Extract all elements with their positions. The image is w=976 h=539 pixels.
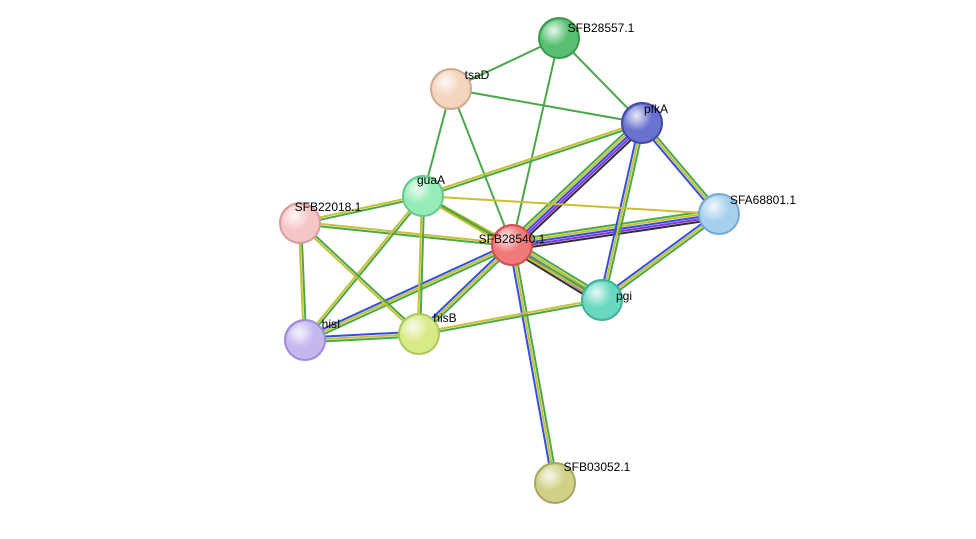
- node-highlight: [433, 71, 469, 107]
- edge-tsaD-pfkA: [451, 89, 642, 123]
- edge-pfkA-pgi: [602, 123, 642, 300]
- node-label-SFB22018.1: SFB22018.1: [295, 200, 362, 214]
- node-highlight: [401, 316, 437, 352]
- node-label-guaA: guaA: [417, 173, 445, 187]
- edge-SFB28540.1-SFB28557.1: [512, 38, 559, 245]
- node-label-SFB03052.1: SFB03052.1: [564, 460, 631, 474]
- edge-pfkA-guaA: [423, 122, 642, 195]
- edge-SFB22018.1-hisB: [301, 222, 420, 333]
- node-highlight: [584, 282, 620, 318]
- edge-pfkA-pgi: [604, 124, 644, 301]
- edge-SFB28540.1-SFB03052.1: [514, 245, 557, 483]
- node-highlight: [287, 322, 323, 358]
- edge-pfkA-guaA: [423, 124, 642, 197]
- node-label-hisB: hisB: [433, 311, 456, 325]
- edge-guaA-SFA68801.1: [423, 196, 719, 214]
- edge-SFB28540.1-pfkA: [514, 125, 644, 247]
- edge-SFB28540.1-pfkA: [510, 121, 640, 243]
- node-hisI[interactable]: [285, 320, 325, 360]
- edge-SFB28540.1-tsaD: [451, 89, 512, 245]
- node-label-pgi: pgi: [616, 289, 632, 303]
- node-label-pfkA: pfkA: [644, 102, 668, 116]
- edge-SFB28540.1-SFB03052.1: [512, 245, 555, 483]
- edge-SFB28540.1-SFB03052.1: [510, 245, 553, 483]
- edge-SFB28540.1-pfkA: [509, 119, 639, 241]
- edge-SFB28540.1-pfkA: [512, 123, 642, 245]
- edge-SFA68801.1-pgi: [601, 212, 718, 298]
- node-label-SFB28540.1: SFB28540.1: [479, 232, 546, 246]
- edge-pfkA-pgi: [600, 122, 640, 299]
- node-label-SFA68801.1: SFA68801.1: [730, 193, 796, 207]
- node-label-SFB28557.1: SFB28557.1: [568, 21, 635, 35]
- edge-SFB28540.1-pfkA: [515, 127, 645, 249]
- node-label-tsaD: tsaD: [465, 68, 490, 82]
- edge-SFB22018.1-hisB: [299, 224, 418, 335]
- node-label-hisI: hisI: [322, 317, 341, 331]
- edge-SFA68801.1-pgi: [602, 214, 719, 300]
